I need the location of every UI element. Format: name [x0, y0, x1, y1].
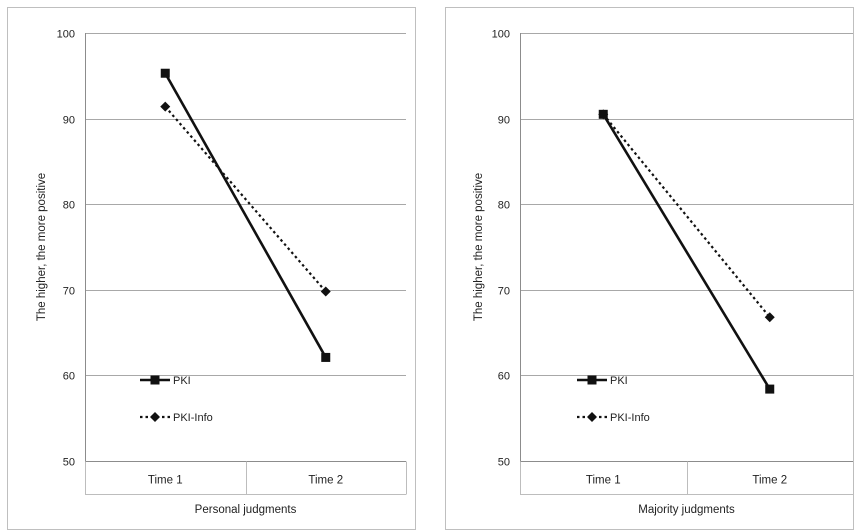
legend-entry: PKI	[577, 375, 628, 387]
legend-entry: PKI	[140, 375, 191, 387]
legend-label: PKI-Info	[173, 412, 213, 424]
y-tick-label: 90	[498, 115, 510, 127]
legend-label: PKI	[610, 375, 628, 387]
y-tick-label: 50	[498, 457, 510, 469]
legend-marker	[587, 412, 597, 422]
chart-frame	[445, 7, 854, 530]
y-tick-label: 100	[57, 29, 75, 41]
data-point	[160, 101, 171, 112]
x-axis-title: Majority judgments	[638, 504, 735, 516]
data-point	[598, 109, 609, 120]
x-tick-label: Time 1	[586, 475, 621, 487]
chart-panel-1: 50 60 70 80 90 100 Time 1 Time 2 Personal judgme…	[7, 7, 416, 530]
series-line	[164, 72, 327, 359]
y-tick-label: 70	[498, 286, 510, 298]
data-point	[764, 312, 775, 323]
legend-entry: PKI-Info	[577, 412, 650, 424]
legend-marker	[150, 412, 160, 422]
legend-marker	[150, 375, 160, 385]
y-tick-label: 90	[63, 115, 75, 127]
y-tick-label: 60	[63, 371, 75, 383]
y-tick-label: 100	[492, 29, 510, 41]
x-axis-title: Personal judgments	[195, 504, 297, 516]
data-point	[765, 384, 775, 394]
y-tick-label: 80	[63, 200, 75, 212]
y-tick-label: 50	[63, 457, 75, 469]
x-tick-label: Time 2	[752, 475, 787, 487]
legend-marker	[587, 375, 597, 385]
data-point	[321, 352, 331, 362]
series-pki-info	[598, 109, 775, 323]
y-axis-title: The higher, the more positive	[473, 173, 485, 321]
series-pki	[160, 68, 331, 362]
data-point	[320, 286, 331, 297]
data-point	[160, 68, 170, 78]
series-line	[164, 105, 327, 293]
chart-panel-2: 50 60 70 80 90 100 Time 1 Time 2 Majority judgme…	[445, 7, 854, 530]
y-tick-label: 80	[498, 200, 510, 212]
y-tick-label: 60	[498, 371, 510, 383]
y-tick-label: 70	[63, 286, 75, 298]
y-axis-title: The higher, the more positive	[36, 173, 48, 321]
series-pki-info	[160, 101, 331, 297]
legend-entry: PKI-Info	[140, 412, 213, 424]
x-tick-label: Time 2	[308, 475, 343, 487]
chart-frame	[7, 7, 416, 530]
x-tick-label: Time 1	[148, 475, 183, 487]
legend-label: PKI	[173, 375, 191, 387]
series-line	[602, 113, 771, 390]
legend-label: PKI-Info	[610, 412, 650, 424]
